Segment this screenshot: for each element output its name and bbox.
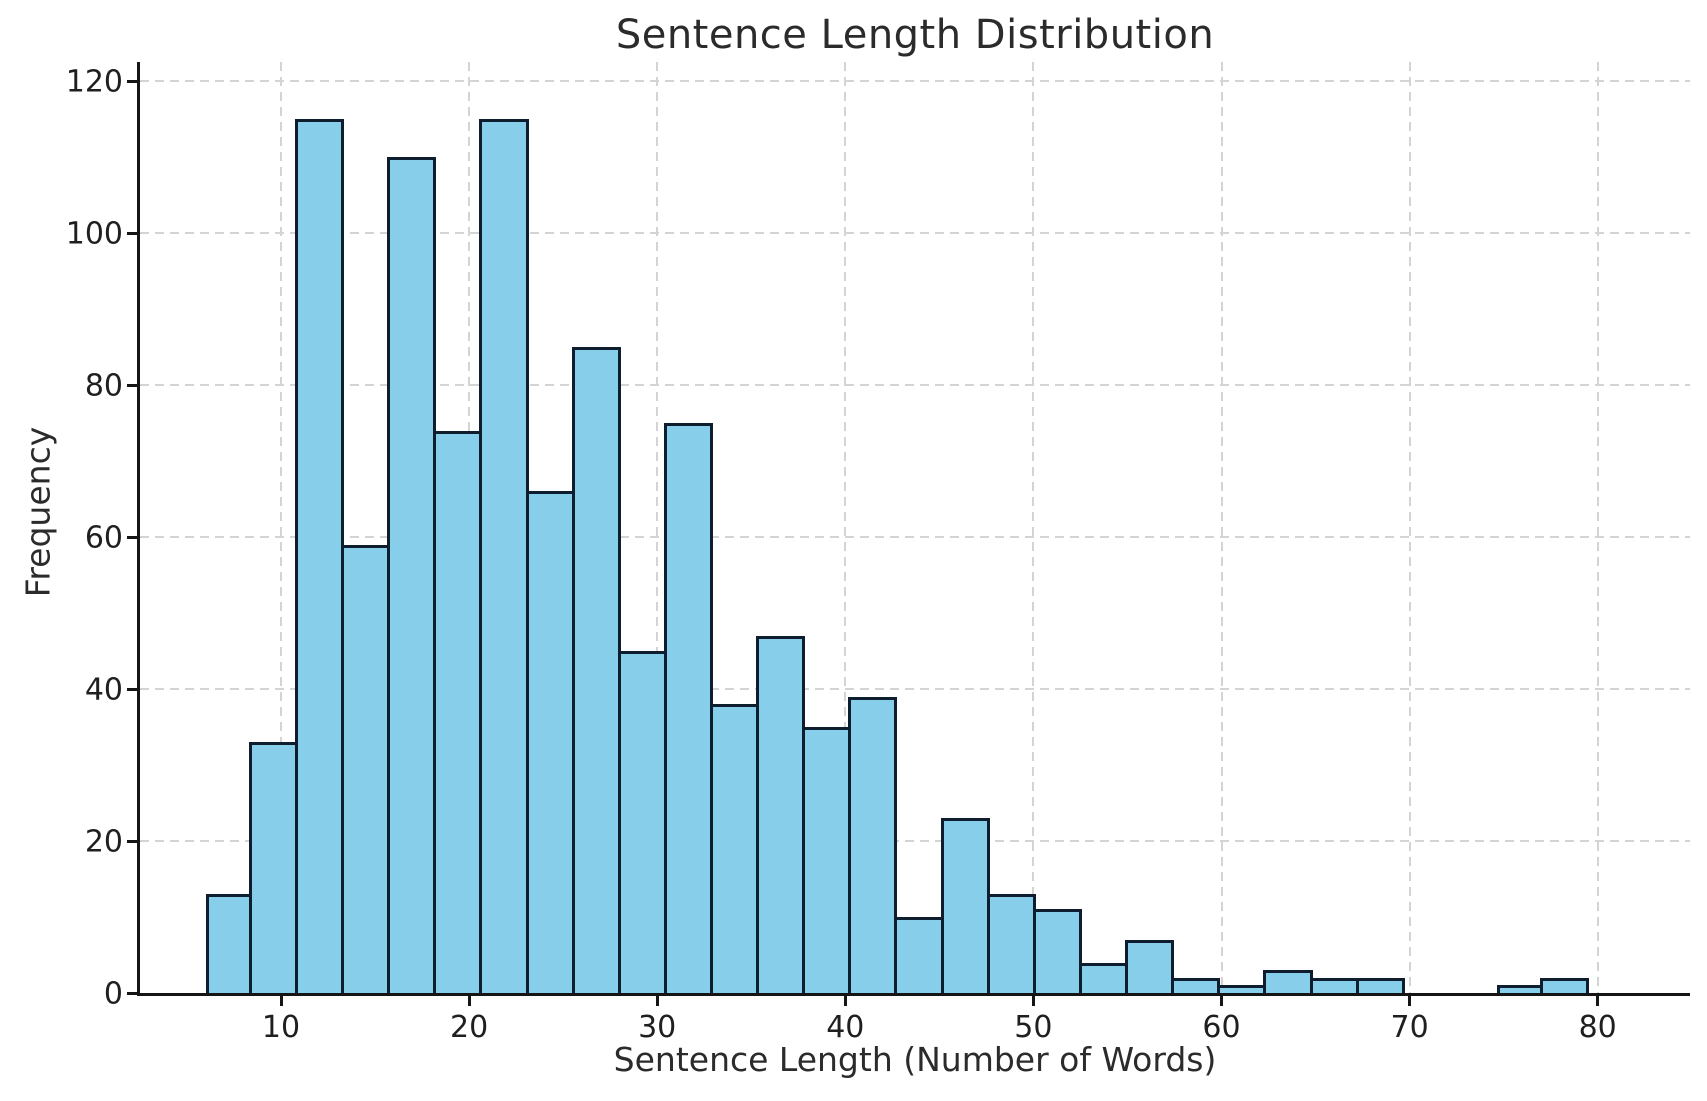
histogram-bar [294, 119, 344, 996]
x-tick-mark [843, 996, 847, 1006]
histogram-bar [571, 347, 621, 996]
x-tick-mark [1596, 996, 1600, 1006]
y-gridline [140, 688, 1690, 690]
y-gridline [140, 536, 1690, 538]
histogram-bar [248, 742, 298, 996]
x-tick-label: 10 [261, 1010, 301, 1045]
x-axis-label: Sentence Length (Number of Words) [613, 1040, 1217, 1079]
histogram-bar [802, 727, 852, 996]
histogram-bar [205, 894, 252, 996]
x-tick-label: 50 [1014, 1010, 1053, 1045]
y-tick-mark [127, 535, 137, 539]
x-tick-label: 60 [1202, 1010, 1241, 1045]
histogram-bar [525, 491, 575, 996]
x-gridline [656, 62, 659, 993]
y-tick-mark [127, 231, 137, 235]
y-tick-label: 60 [84, 520, 123, 556]
y-gridline [140, 232, 1690, 234]
y-tick-label: 80 [84, 368, 123, 404]
x-gridline [1408, 62, 1411, 993]
y-tick-mark [127, 839, 137, 843]
x-tick-mark [1031, 996, 1035, 1006]
histogram-bar [710, 704, 760, 996]
y-tick-label: 100 [65, 216, 123, 252]
x-tick-mark [279, 996, 283, 1006]
histogram-bar [940, 818, 990, 996]
x-axis-spine [137, 993, 1690, 996]
histogram-bar [1078, 962, 1128, 996]
x-gridline [1596, 62, 1599, 993]
chart-title: Sentence Length Distribution [615, 12, 1215, 58]
histogram-bar [479, 119, 529, 996]
histogram-bar [617, 651, 667, 996]
y-tick-mark [127, 79, 137, 83]
histogram-bar [663, 423, 714, 996]
x-tick-label: 30 [638, 1010, 677, 1045]
y-tick-label: 0 [103, 976, 123, 1012]
x-gridline [280, 62, 282, 993]
y-axis-spine [137, 62, 140, 996]
x-tick-mark [1408, 996, 1412, 1006]
y-tick-mark [127, 383, 137, 387]
histogram-bar [848, 696, 898, 996]
x-tick-label: 40 [826, 1010, 865, 1045]
x-tick-mark [467, 996, 471, 1006]
histogram-bar [1032, 909, 1082, 996]
x-tick-mark [655, 996, 659, 1006]
y-tick-label: 120 [65, 64, 123, 100]
x-tick-label: 20 [450, 1010, 489, 1045]
y-tick-label: 40 [84, 672, 123, 708]
x-gridline [1220, 62, 1223, 993]
x-gridline [844, 62, 847, 993]
histogram-bar [387, 157, 437, 996]
histogram-bar [986, 894, 1036, 996]
y-gridline [140, 80, 1690, 82]
histogram-bar [756, 635, 806, 996]
y-tick-mark [127, 687, 137, 691]
histogram-bar [433, 430, 483, 996]
histogram-bar [1125, 939, 1175, 996]
x-tick-label: 70 [1390, 1010, 1429, 1045]
x-tick-label: 80 [1578, 1010, 1617, 1045]
x-gridline [1032, 62, 1035, 993]
y-tick-mark [127, 991, 137, 995]
y-gridline [140, 384, 1690, 386]
y-gridline [140, 840, 1690, 842]
histogram-bar [894, 917, 944, 996]
x-tick-mark [1220, 996, 1223, 1006]
y-tick-label: 20 [84, 824, 123, 860]
histogram-bar [341, 544, 391, 996]
